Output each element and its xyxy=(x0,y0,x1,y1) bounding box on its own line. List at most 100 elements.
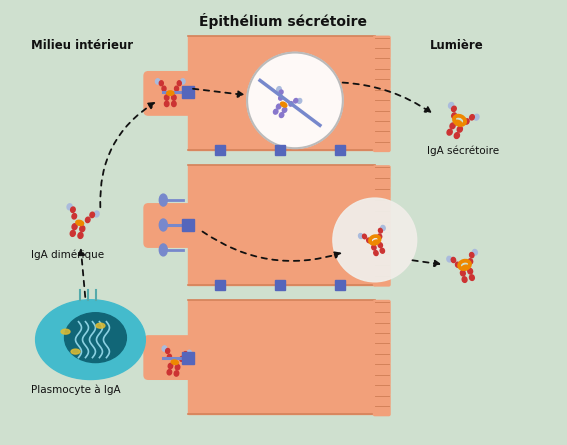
FancyBboxPatch shape xyxy=(373,263,391,276)
Ellipse shape xyxy=(381,226,385,231)
Ellipse shape xyxy=(181,79,185,84)
FancyBboxPatch shape xyxy=(373,219,391,232)
Ellipse shape xyxy=(65,313,126,363)
Ellipse shape xyxy=(183,352,187,356)
Ellipse shape xyxy=(76,220,83,226)
Bar xyxy=(182,86,194,98)
Text: IgA sécrétoire: IgA sécrétoire xyxy=(426,145,499,156)
Bar xyxy=(182,352,194,364)
Ellipse shape xyxy=(380,248,384,253)
Bar xyxy=(335,280,345,290)
Ellipse shape xyxy=(159,194,167,206)
FancyBboxPatch shape xyxy=(373,231,391,243)
Ellipse shape xyxy=(277,104,281,109)
Ellipse shape xyxy=(187,350,192,356)
FancyBboxPatch shape xyxy=(373,198,391,210)
FancyBboxPatch shape xyxy=(373,341,391,354)
Bar xyxy=(188,36,375,150)
Bar xyxy=(188,165,375,285)
Ellipse shape xyxy=(281,102,287,107)
Ellipse shape xyxy=(167,369,172,375)
FancyBboxPatch shape xyxy=(373,373,391,385)
Ellipse shape xyxy=(378,243,383,248)
Text: Milieu intérieur: Milieu intérieur xyxy=(31,39,133,52)
Ellipse shape xyxy=(279,96,283,100)
Ellipse shape xyxy=(166,348,170,353)
Ellipse shape xyxy=(468,268,472,274)
FancyBboxPatch shape xyxy=(373,404,391,417)
Ellipse shape xyxy=(168,363,173,369)
Ellipse shape xyxy=(36,300,145,380)
Ellipse shape xyxy=(71,207,75,212)
FancyBboxPatch shape xyxy=(143,335,193,380)
Ellipse shape xyxy=(167,354,171,359)
FancyBboxPatch shape xyxy=(373,187,391,200)
Text: IgA dimérique: IgA dimérique xyxy=(31,250,104,260)
FancyBboxPatch shape xyxy=(373,252,391,265)
Ellipse shape xyxy=(78,233,83,239)
FancyBboxPatch shape xyxy=(143,203,193,248)
Ellipse shape xyxy=(162,346,167,351)
Ellipse shape xyxy=(167,91,174,95)
Bar xyxy=(182,219,194,231)
Text: Plasmocyte à IgA: Plasmocyte à IgA xyxy=(31,384,120,395)
FancyBboxPatch shape xyxy=(373,176,391,189)
Ellipse shape xyxy=(70,231,75,236)
Ellipse shape xyxy=(155,79,160,84)
Ellipse shape xyxy=(159,219,167,231)
FancyBboxPatch shape xyxy=(373,67,391,79)
FancyBboxPatch shape xyxy=(143,71,193,116)
FancyBboxPatch shape xyxy=(373,320,391,333)
FancyBboxPatch shape xyxy=(373,46,391,58)
Ellipse shape xyxy=(469,252,474,258)
Ellipse shape xyxy=(457,126,463,132)
FancyBboxPatch shape xyxy=(373,129,391,142)
FancyBboxPatch shape xyxy=(373,300,391,312)
Ellipse shape xyxy=(247,53,343,148)
Ellipse shape xyxy=(462,265,469,270)
Ellipse shape xyxy=(455,120,462,126)
Ellipse shape xyxy=(164,101,169,106)
Ellipse shape xyxy=(72,214,77,219)
Ellipse shape xyxy=(172,101,176,106)
Ellipse shape xyxy=(67,204,72,210)
Ellipse shape xyxy=(159,244,167,256)
Ellipse shape xyxy=(462,277,467,283)
Ellipse shape xyxy=(447,129,452,135)
Ellipse shape xyxy=(373,240,379,245)
Text: Lumière: Lumière xyxy=(430,39,484,52)
Bar xyxy=(215,145,225,155)
FancyBboxPatch shape xyxy=(373,241,391,254)
Ellipse shape xyxy=(90,212,95,218)
Bar xyxy=(275,145,285,155)
FancyBboxPatch shape xyxy=(373,88,391,100)
Ellipse shape xyxy=(61,329,70,334)
Ellipse shape xyxy=(162,86,166,91)
Ellipse shape xyxy=(94,211,99,217)
Ellipse shape xyxy=(277,87,281,92)
FancyBboxPatch shape xyxy=(373,362,391,375)
FancyBboxPatch shape xyxy=(373,165,391,178)
Ellipse shape xyxy=(474,114,479,120)
Bar xyxy=(335,145,345,155)
Ellipse shape xyxy=(454,133,459,138)
Ellipse shape xyxy=(80,226,85,232)
Ellipse shape xyxy=(378,228,382,233)
Ellipse shape xyxy=(164,95,169,100)
Ellipse shape xyxy=(175,364,180,370)
FancyBboxPatch shape xyxy=(373,310,391,323)
FancyBboxPatch shape xyxy=(373,140,391,152)
FancyBboxPatch shape xyxy=(373,209,391,221)
Ellipse shape xyxy=(96,323,105,328)
Ellipse shape xyxy=(294,98,298,103)
Ellipse shape xyxy=(448,102,454,108)
Ellipse shape xyxy=(464,119,469,124)
Ellipse shape xyxy=(450,123,455,129)
Ellipse shape xyxy=(86,217,90,222)
FancyBboxPatch shape xyxy=(373,119,391,131)
Bar xyxy=(188,300,375,414)
Ellipse shape xyxy=(468,259,473,264)
Ellipse shape xyxy=(460,271,466,276)
FancyBboxPatch shape xyxy=(373,36,391,48)
Ellipse shape xyxy=(71,349,80,354)
